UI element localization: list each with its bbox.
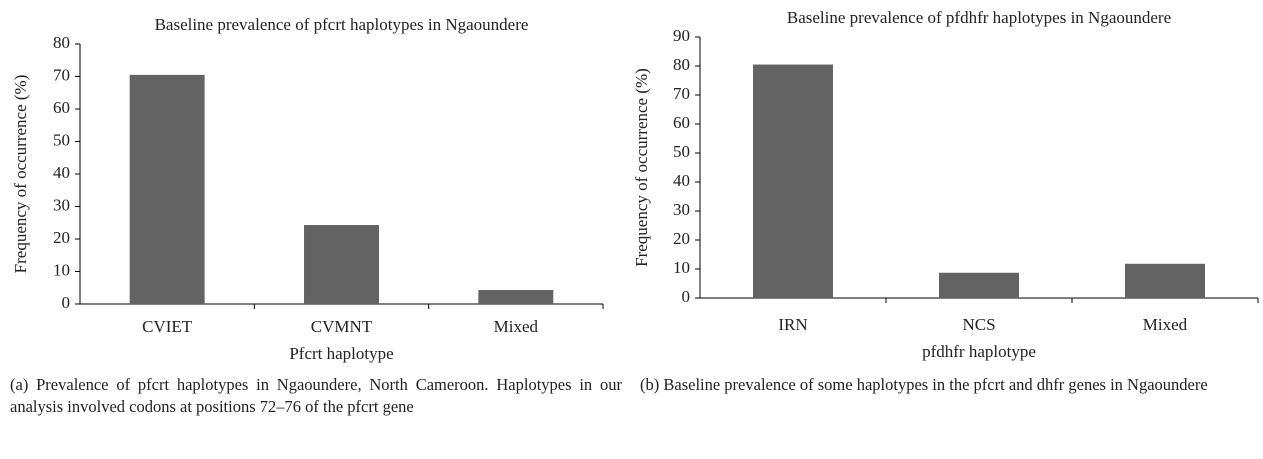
x-tick-label: Mixed [1143, 315, 1188, 334]
y-tick-label: 20 [53, 228, 70, 247]
y-tick-label: 70 [53, 65, 70, 84]
bar [304, 225, 379, 304]
y-tick-label: 30 [53, 195, 70, 214]
y-tick-label: 70 [673, 84, 690, 103]
x-tick-label: CVMNT [311, 317, 373, 336]
y-tick-label: 10 [673, 258, 690, 277]
bar [1125, 263, 1205, 298]
y-tick-label: 40 [53, 163, 70, 182]
y-tick-label: 40 [673, 171, 690, 190]
caption: (b) Baseline prevalence of some haplotyp… [640, 375, 1208, 394]
y-tick-label: 30 [673, 200, 690, 219]
bar [478, 290, 554, 304]
y-axis-label: Frequency of occurrence (%) [11, 75, 30, 274]
bar [753, 64, 833, 298]
x-axis-label: pfdhfr haplotype [922, 342, 1036, 361]
y-tick-label: 80 [673, 55, 690, 74]
y-tick-label: 0 [682, 287, 691, 306]
x-tick-label: CVIET [142, 317, 193, 336]
y-axis-label: Frequency of occurrence (%) [632, 68, 651, 267]
y-tick-label: 60 [673, 113, 690, 132]
y-tick-label: 20 [673, 229, 690, 248]
x-tick-label: NCS [962, 315, 995, 334]
y-tick-label: 90 [673, 26, 690, 45]
y-tick-label: 0 [62, 293, 71, 312]
x-tick-label: Mixed [494, 317, 539, 336]
x-axis-label: Pfcrt haplotype [289, 344, 393, 363]
x-tick-label: IRN [778, 315, 807, 334]
y-tick-label: 10 [53, 260, 70, 279]
bar [129, 74, 205, 304]
caption: (a) Prevalence of pfcrt haplotypes in Ng… [10, 375, 622, 416]
y-tick-label: 80 [53, 33, 70, 52]
chart-title: Baseline prevalence of pfdhfr haplotypes… [787, 8, 1171, 27]
y-tick-label: 60 [53, 98, 70, 117]
bar [939, 272, 1019, 298]
charts: Baseline prevalence of pfcrt haplotypes … [11, 8, 1259, 363]
y-tick-label: 50 [53, 130, 70, 149]
y-tick-label: 50 [673, 142, 690, 161]
chart-title: Baseline prevalence of pfcrt haplotypes … [155, 15, 529, 34]
